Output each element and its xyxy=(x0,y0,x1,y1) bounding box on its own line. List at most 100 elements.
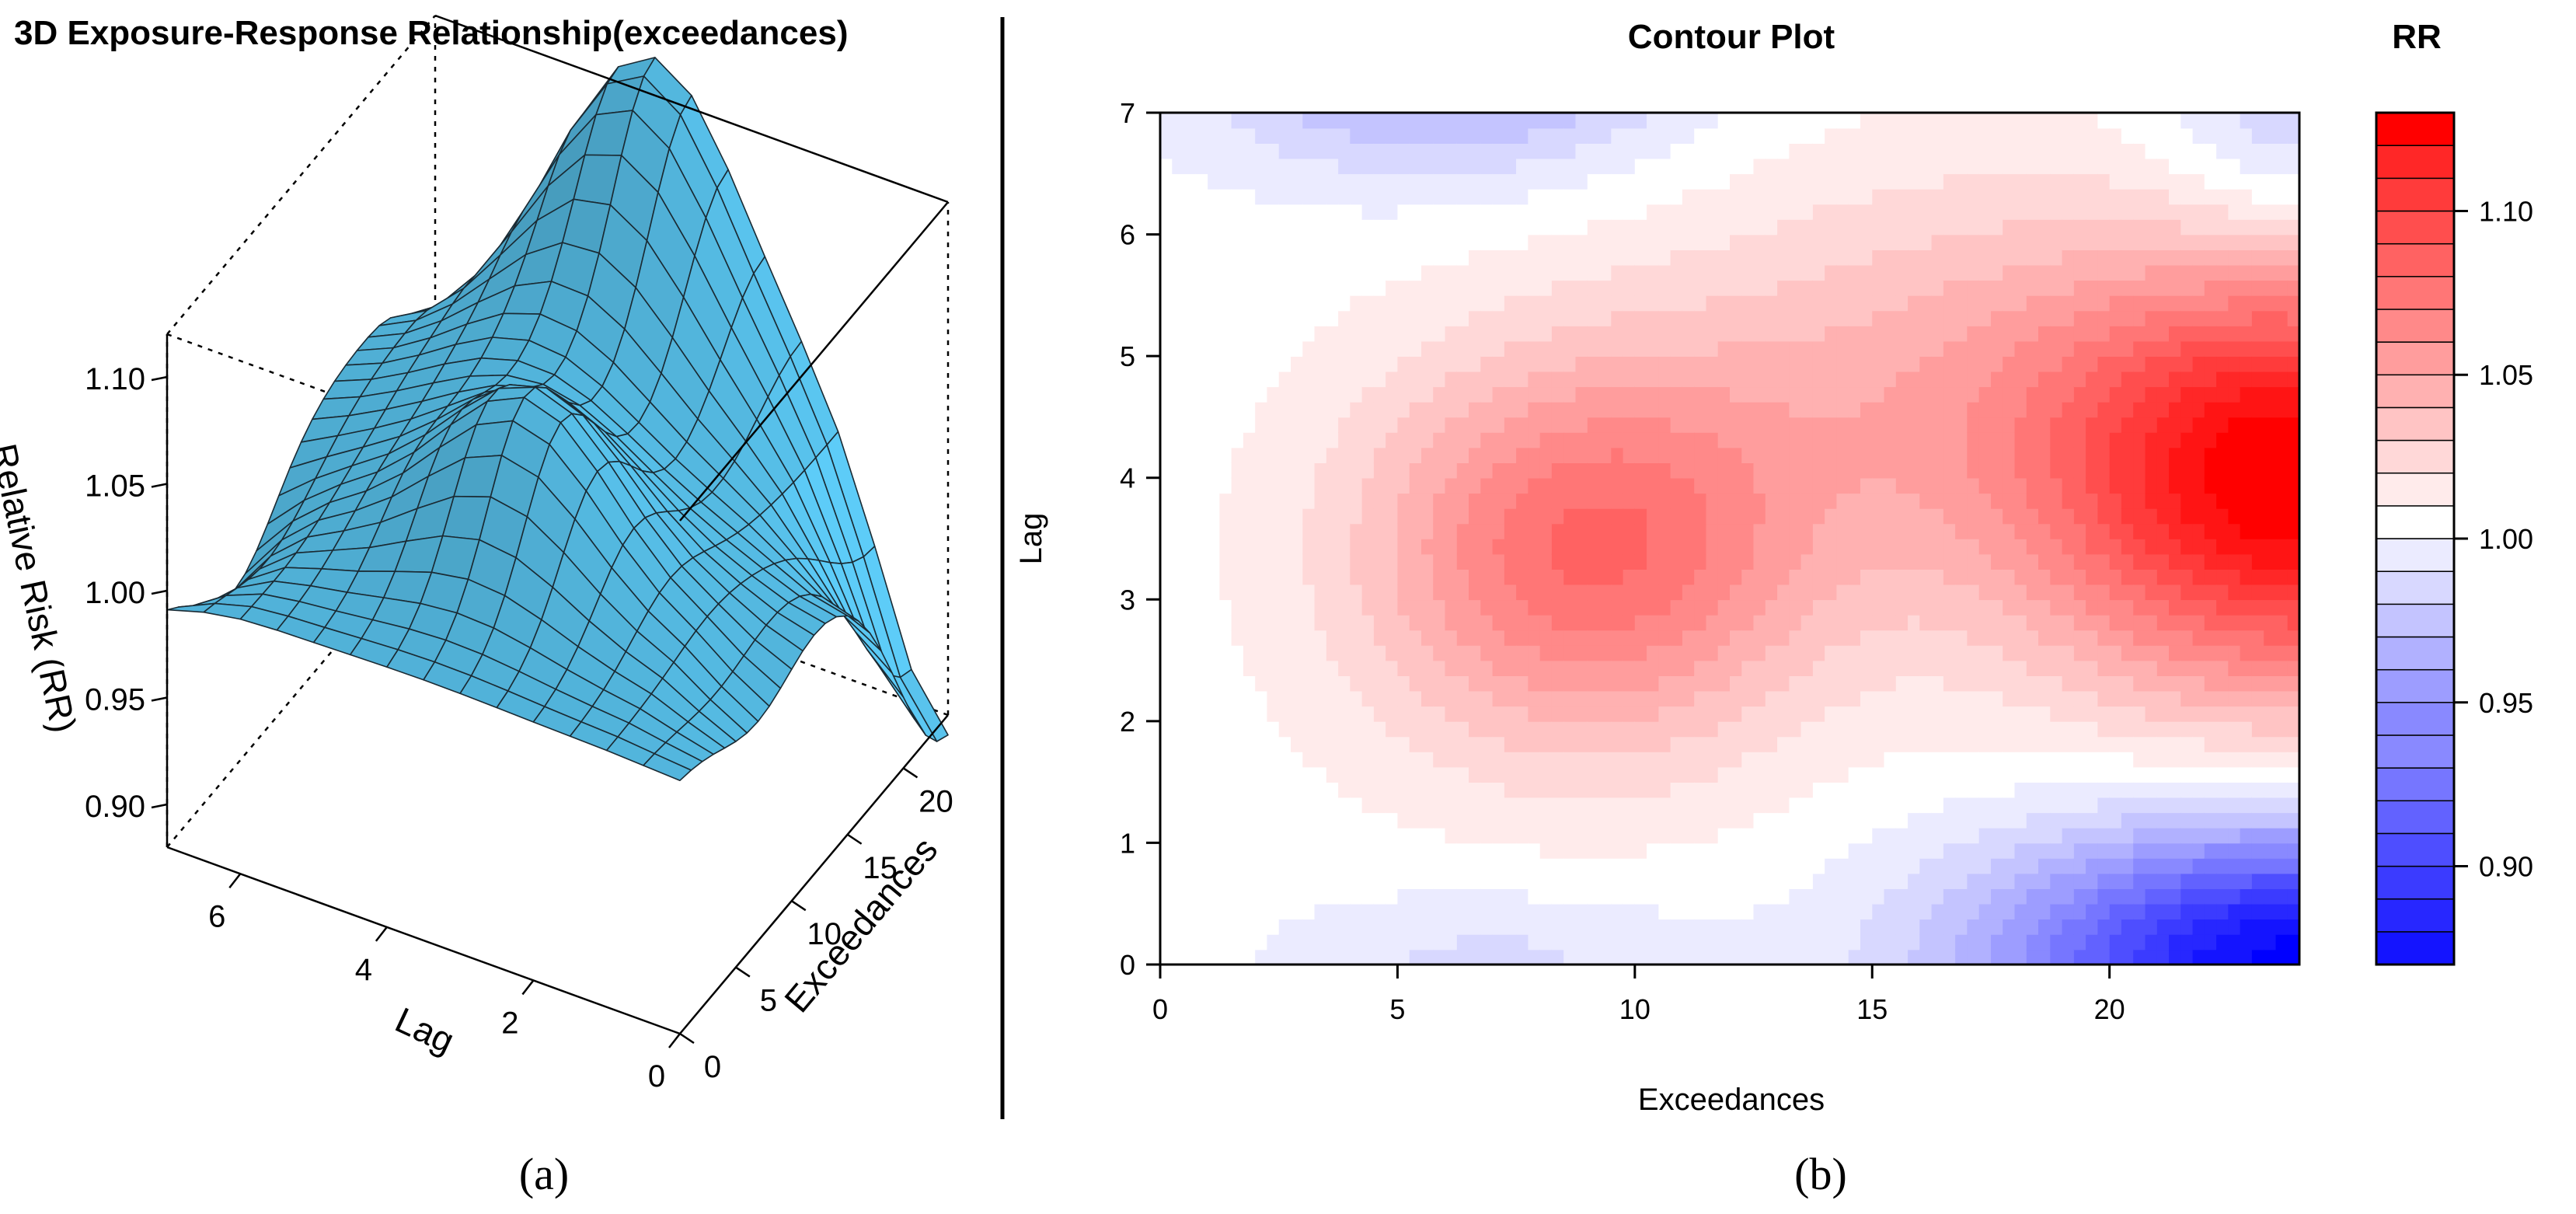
contour-cell xyxy=(1623,660,1636,676)
contour-cell xyxy=(2109,264,2122,281)
contour-cell xyxy=(1386,797,1399,814)
contour-cell xyxy=(1599,356,1612,372)
contour-cell xyxy=(1267,736,1280,752)
contour-cell xyxy=(1647,401,1660,418)
contour-cell xyxy=(1872,584,1885,601)
contour-cell xyxy=(1504,340,1517,357)
contour-cell xyxy=(2003,766,2016,783)
contour-cell xyxy=(1587,234,1600,250)
contour-cell xyxy=(2073,933,2086,951)
contour-cell xyxy=(1504,417,1517,433)
contour-cell xyxy=(1682,295,1695,312)
contour-cell xyxy=(2097,933,2111,951)
contour-cell xyxy=(1623,720,1636,738)
contour-cell xyxy=(1765,401,1778,418)
contour-cell xyxy=(2003,417,2016,433)
contour-cell xyxy=(1291,797,1304,814)
contour-cell xyxy=(1243,295,1256,312)
contour-cell xyxy=(1658,539,1671,555)
contour-cell xyxy=(1872,264,1885,281)
contour-cell xyxy=(1219,933,1232,951)
contour-cell xyxy=(1623,675,1636,692)
contour-cell xyxy=(1682,873,1695,889)
contour-cell xyxy=(1717,782,1731,798)
contour-cell xyxy=(1872,766,1885,783)
contour-cell xyxy=(1967,158,1980,175)
contour-cell xyxy=(1895,477,1908,494)
contour-cell xyxy=(1872,234,1885,250)
contour-cell xyxy=(1421,690,1434,707)
contour-cell xyxy=(1611,766,1624,783)
contour-cell xyxy=(1480,127,1494,144)
contour-cell xyxy=(1195,720,1208,738)
contour-cell xyxy=(1195,782,1208,798)
contour-cell xyxy=(2050,752,2063,768)
contour-cell xyxy=(1456,264,1469,281)
contour-cell xyxy=(1326,919,1339,935)
contour-cell xyxy=(1361,447,1375,463)
contour-cell xyxy=(1492,675,1505,692)
contour-cell xyxy=(1195,827,1208,844)
contour-cell xyxy=(1551,645,1564,661)
contour-cell xyxy=(2026,340,2039,357)
contour-cell xyxy=(1504,903,1517,920)
contour-cell xyxy=(1208,690,1221,707)
contour-cell xyxy=(1741,888,1755,905)
contour-cell xyxy=(1373,690,1386,707)
contour-cell xyxy=(2062,949,2075,965)
contour-cell xyxy=(1278,173,1291,190)
contour-cell xyxy=(1682,188,1695,205)
contour-cell xyxy=(1445,188,1458,205)
contour-cell xyxy=(1682,310,1695,326)
contour-cell xyxy=(1884,477,1897,494)
contour-cell xyxy=(1611,797,1624,814)
contour-cell xyxy=(1694,569,1707,585)
contour-cell xyxy=(1967,280,1980,296)
contour-cell xyxy=(2062,280,2075,296)
contour-cell xyxy=(1195,188,1208,205)
contour-cell xyxy=(1919,645,1933,661)
contour-cell xyxy=(1967,386,1980,403)
contour-cell xyxy=(1943,827,1956,844)
contour-cell xyxy=(1848,295,1861,312)
contour-cell xyxy=(1978,508,1992,525)
contour-cell xyxy=(1267,340,1280,357)
contour-cell xyxy=(1919,858,1933,874)
contour-cell xyxy=(1539,127,1553,144)
contour-cell xyxy=(1172,188,1185,205)
contour-cell xyxy=(1634,949,1647,965)
contour-cell xyxy=(1575,477,1588,494)
contour-cell xyxy=(1350,812,1363,829)
contour-cell xyxy=(1551,797,1564,814)
contour-cell xyxy=(1730,599,1743,616)
contour-cell xyxy=(1361,949,1375,965)
contour-cell xyxy=(1741,310,1755,326)
contour-cell xyxy=(1825,720,1838,738)
contour-cell xyxy=(1160,584,1173,601)
contour-cell xyxy=(1919,812,1933,829)
contour-cell xyxy=(1706,204,1719,220)
contour-cell xyxy=(1480,249,1494,266)
contour-cell xyxy=(1361,919,1375,935)
contour-cell xyxy=(1267,569,1280,585)
contour-cell xyxy=(1386,401,1399,418)
contour-cell xyxy=(1931,660,1944,676)
contour-cell xyxy=(1433,553,1446,570)
contour-cell xyxy=(1753,630,1766,646)
contour-cell xyxy=(1469,143,1482,159)
contour-cell xyxy=(1682,264,1695,281)
contour-cell xyxy=(1682,143,1695,159)
contour-cell xyxy=(1599,569,1612,585)
contour-cell xyxy=(1895,660,1908,676)
contour-cell xyxy=(1730,812,1743,829)
contour-cell xyxy=(1825,782,1838,798)
contour-cell xyxy=(1611,690,1624,707)
contour-cell xyxy=(1884,903,1897,920)
contour-cell xyxy=(1670,720,1683,738)
contour-cell xyxy=(1575,219,1588,235)
contour-cell xyxy=(1516,508,1529,525)
contour-cell xyxy=(1338,447,1351,463)
contour-cell xyxy=(1789,356,1802,372)
contour-cell xyxy=(1800,706,1814,722)
contour-cell xyxy=(2050,204,2063,220)
